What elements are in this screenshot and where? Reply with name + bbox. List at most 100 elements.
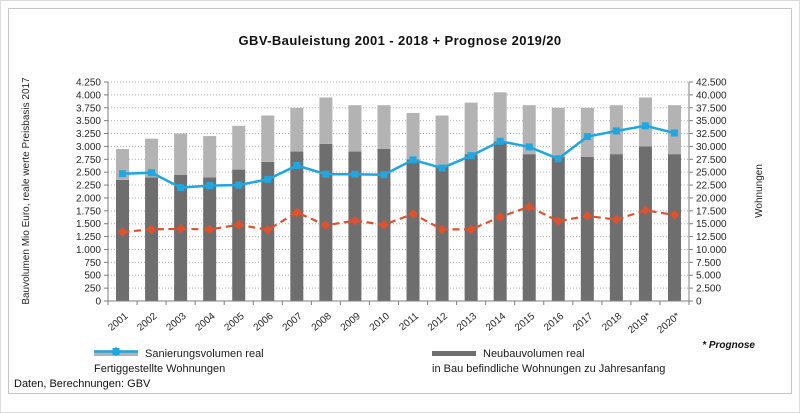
y-tick-label-right: 35.000 <box>696 116 727 127</box>
y-tick-label-left: 3.000 <box>76 142 101 153</box>
legend-item-fertiggestellte: Fertiggestellte Wohnungen <box>94 347 424 376</box>
bar-neubau-2002 <box>145 177 159 301</box>
y-tick-label-right: 30.000 <box>696 142 727 153</box>
bar-sanierung-2014 <box>493 92 507 142</box>
legend-item-neubau: Neubauvolumen real <box>432 346 665 361</box>
marker-fertiggestellte-2005 <box>233 219 244 230</box>
prognose-note: * Prognose <box>702 340 755 351</box>
bar-neubau-2011 <box>406 159 420 301</box>
marker-inbau-2012 <box>438 164 446 172</box>
y-tick-label-right: 40.000 <box>696 90 727 101</box>
legend-item-sanierung: Sanierungsvolumen real <box>94 346 424 361</box>
marker-inbau-2002 <box>148 169 156 177</box>
axis-lines <box>107 82 690 305</box>
marker-inbau-2003 <box>177 184 185 192</box>
bar-sanierung-2016 <box>551 107 565 157</box>
series-in-bau-befindliche <box>119 122 678 192</box>
legend-label-inbau: in Bau befindliche Wohnungen zu Jahresan… <box>432 362 666 375</box>
x-tick-label: 2017 <box>571 311 595 334</box>
bar-neubau-2017 <box>580 156 594 301</box>
y-tick-label-right: 27.500 <box>696 155 727 166</box>
y-tick-label-right: 0 <box>696 297 702 308</box>
bar-sanierung-2017 <box>580 107 594 157</box>
bar-neubau-2015 <box>522 154 536 301</box>
y-tick-label-right: 7.500 <box>696 258 721 269</box>
y-tick-label-right: 5.000 <box>696 271 721 282</box>
x-tick-label: 2006 <box>252 311 276 334</box>
marker-fertiggestellte-2007 <box>292 207 302 218</box>
y-tick-label-left: 4.250 <box>76 78 101 89</box>
y-tick-label-left: 4.000 <box>76 90 101 101</box>
bar-sanierung-2009 <box>348 105 362 152</box>
marker-fertiggestellte-2004 <box>204 224 215 235</box>
marker-inbau-2008 <box>322 170 330 178</box>
marker-inbau-2005 <box>235 181 243 189</box>
marker-inbau-2017 <box>583 133 591 141</box>
y-tick-label-right: 32.500 <box>696 129 727 140</box>
bar-sanierung-2012 <box>435 115 449 168</box>
y-tick-label-left: 0 <box>95 297 101 308</box>
y-tick-label-left: 3.500 <box>76 116 101 127</box>
y-tick-label-right: 22.500 <box>696 181 727 192</box>
bar-sanierung-2004 <box>203 136 217 178</box>
marker-fertiggestellte-2017 <box>582 211 593 221</box>
marker-inbau-2014 <box>496 137 504 145</box>
x-tick-label: 2019* <box>626 311 653 336</box>
gridlines <box>108 81 689 289</box>
y-tick-label-right: 25.000 <box>696 168 727 179</box>
legend-item-inbau: in Bau befindliche Wohnungen zu Jahresan… <box>94 348 666 376</box>
x-tick-label: 2001 <box>106 311 130 334</box>
source-note: Daten, Berechnungen: GBV <box>14 378 151 390</box>
y-tick-label-right: 17.500 <box>696 206 727 217</box>
marker-inbau-2016 <box>554 155 562 163</box>
x-tick-label: 2007 <box>281 311 305 334</box>
marker-inbau-2013 <box>467 152 475 160</box>
marker-fertiggestellte-2011 <box>408 209 418 219</box>
x-tick-label: 2010 <box>368 311 392 334</box>
bar-sanierung-2007 <box>290 107 304 152</box>
x-tick-label: 2008 <box>310 311 334 334</box>
y-tick-label-left: 2.250 <box>76 181 101 192</box>
bar-sanierung-2010 <box>377 105 391 149</box>
y-tick-label-left: 1.000 <box>76 245 101 256</box>
legend-swatch-blue-line-icon <box>94 348 138 355</box>
y-tick-label-right: 15.000 <box>696 219 727 230</box>
marker-fertiggestellte-2008 <box>321 220 331 231</box>
y-tick-label-left: 3.750 <box>76 103 101 114</box>
bar-sanierung-2008 <box>319 97 333 144</box>
x-tick-label: 2018 <box>600 311 624 334</box>
y-axis-right-title: Wohnungen <box>754 164 765 218</box>
y-tick-label-right: 37.500 <box>696 103 727 114</box>
marker-fertiggestellte-2020* <box>669 210 680 220</box>
y-tick-label-left: 500 <box>84 271 101 282</box>
marker-inbau-2019* <box>641 122 649 130</box>
y-axis-left-title: Bauvolumen Mio Euro, reale werte Preisba… <box>21 77 32 305</box>
legend-swatch-neubau-bar <box>432 351 476 356</box>
bar-sanierung-2006 <box>261 115 275 162</box>
bar-neubau-2019* <box>638 146 652 301</box>
x-tick-label: 2014 <box>484 311 508 334</box>
bar-neubau-2004 <box>203 177 217 301</box>
bar-sanierung-2002 <box>145 138 159 178</box>
marker-inbau-2015 <box>525 143 533 151</box>
y-tick-label-right: 2.500 <box>696 284 721 295</box>
bar-neubau-2018 <box>609 154 623 301</box>
x-tick-label: 2016 <box>542 311 566 334</box>
marker-fertiggestellte-2003 <box>175 224 186 234</box>
bar-sanierung-2003 <box>174 133 188 175</box>
marker-fertiggestellte-2002 <box>146 224 157 235</box>
bar-sanierung-2005 <box>232 125 246 170</box>
bar-sanierung-2015 <box>522 105 536 155</box>
bars <box>116 92 681 301</box>
y-tick-label-left: 2.750 <box>76 155 101 166</box>
y-tick-label-left: 2.500 <box>76 168 101 179</box>
line-fertiggestellte <box>122 205 675 234</box>
series-fertiggestellte-wohnungen <box>117 201 680 237</box>
x-tick-label: 2009 <box>339 311 363 334</box>
bar-neubau-2001 <box>116 179 130 301</box>
marker-inbau-2010 <box>380 171 388 179</box>
bar-sanierung-2019* <box>638 97 652 147</box>
marker-fertiggestellte-2006 <box>262 225 273 235</box>
x-axis-labels: 2001 2002 2003 2004 2005 2006 2007 2008 2009 2010… <box>106 311 682 337</box>
